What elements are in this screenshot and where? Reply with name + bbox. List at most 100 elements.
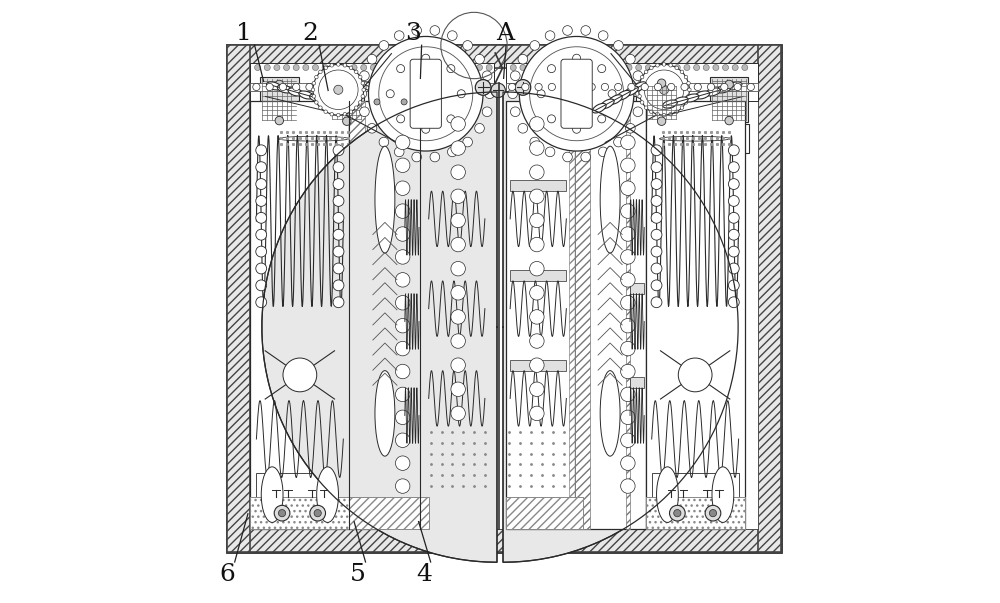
Bar: [256, 473, 343, 525]
Bar: [727, 131, 733, 147]
Circle shape: [573, 125, 581, 133]
Circle shape: [457, 90, 465, 98]
Circle shape: [451, 262, 465, 276]
Circle shape: [728, 195, 739, 206]
Circle shape: [324, 110, 327, 113]
Circle shape: [357, 89, 367, 98]
Circle shape: [284, 65, 290, 71]
Circle shape: [545, 31, 555, 40]
Circle shape: [530, 189, 544, 204]
Circle shape: [430, 26, 440, 36]
Circle shape: [293, 65, 299, 71]
Circle shape: [337, 63, 340, 66]
Bar: [510, 180, 566, 191]
Circle shape: [581, 152, 591, 162]
Circle shape: [547, 115, 556, 123]
FancyBboxPatch shape: [410, 59, 441, 128]
Circle shape: [395, 341, 410, 356]
Circle shape: [394, 147, 404, 157]
Bar: [506, 101, 575, 529]
Circle shape: [422, 125, 430, 133]
Circle shape: [315, 75, 318, 79]
Ellipse shape: [378, 90, 392, 100]
Circle shape: [732, 65, 738, 71]
Circle shape: [662, 63, 666, 66]
Circle shape: [530, 40, 540, 50]
Circle shape: [621, 387, 635, 402]
Circle shape: [332, 83, 340, 90]
Circle shape: [358, 101, 362, 104]
FancyBboxPatch shape: [561, 59, 592, 128]
Circle shape: [306, 83, 313, 90]
Circle shape: [354, 70, 358, 74]
Circle shape: [598, 65, 606, 72]
Circle shape: [279, 83, 287, 90]
Circle shape: [430, 152, 440, 162]
Circle shape: [728, 280, 739, 291]
Bar: [250, 63, 494, 72]
Circle shape: [530, 358, 544, 373]
Circle shape: [636, 89, 645, 98]
Ellipse shape: [331, 100, 346, 108]
Bar: [640, 124, 749, 153]
Text: 2: 2: [302, 22, 318, 45]
Bar: [506, 63, 758, 72]
Circle shape: [451, 334, 465, 349]
Circle shape: [510, 65, 516, 71]
Circle shape: [447, 115, 455, 123]
Circle shape: [283, 358, 317, 392]
Bar: [346, 131, 352, 147]
Circle shape: [452, 83, 459, 90]
Circle shape: [361, 65, 367, 71]
Circle shape: [438, 83, 446, 90]
Circle shape: [530, 286, 544, 300]
Circle shape: [293, 83, 300, 90]
Circle shape: [581, 26, 591, 36]
Ellipse shape: [600, 99, 614, 109]
Bar: [250, 68, 758, 529]
Circle shape: [621, 181, 635, 195]
Circle shape: [333, 145, 344, 156]
Bar: [427, 96, 437, 106]
Circle shape: [637, 88, 640, 92]
Bar: [510, 270, 566, 281]
Circle shape: [278, 510, 286, 517]
Bar: [429, 360, 485, 371]
Circle shape: [530, 334, 544, 349]
Circle shape: [651, 263, 662, 274]
Bar: [372, 96, 382, 106]
Circle shape: [607, 65, 613, 71]
Text: 1: 1: [236, 22, 252, 45]
Bar: [281, 131, 287, 147]
Circle shape: [253, 83, 260, 90]
Text: 5: 5: [350, 563, 366, 586]
Text: A: A: [496, 22, 514, 45]
Circle shape: [343, 79, 351, 87]
Circle shape: [713, 65, 719, 71]
Circle shape: [548, 83, 555, 90]
Circle shape: [636, 65, 642, 71]
Circle shape: [728, 178, 739, 189]
Circle shape: [385, 83, 393, 90]
Bar: [630, 283, 644, 294]
Circle shape: [451, 141, 465, 156]
Bar: [575, 101, 646, 529]
Circle shape: [395, 227, 410, 241]
Ellipse shape: [277, 85, 292, 93]
Text: 6: 6: [220, 563, 235, 586]
Circle shape: [650, 66, 653, 69]
Circle shape: [669, 505, 685, 521]
Bar: [758, 45, 781, 552]
Circle shape: [333, 297, 344, 308]
Circle shape: [621, 433, 635, 447]
Ellipse shape: [386, 95, 400, 104]
Circle shape: [728, 229, 739, 240]
Bar: [401, 101, 405, 529]
Bar: [349, 101, 420, 529]
Circle shape: [475, 124, 484, 133]
Bar: [429, 180, 485, 191]
Circle shape: [687, 81, 690, 85]
Circle shape: [621, 273, 635, 287]
Circle shape: [395, 364, 410, 379]
Circle shape: [688, 88, 691, 92]
